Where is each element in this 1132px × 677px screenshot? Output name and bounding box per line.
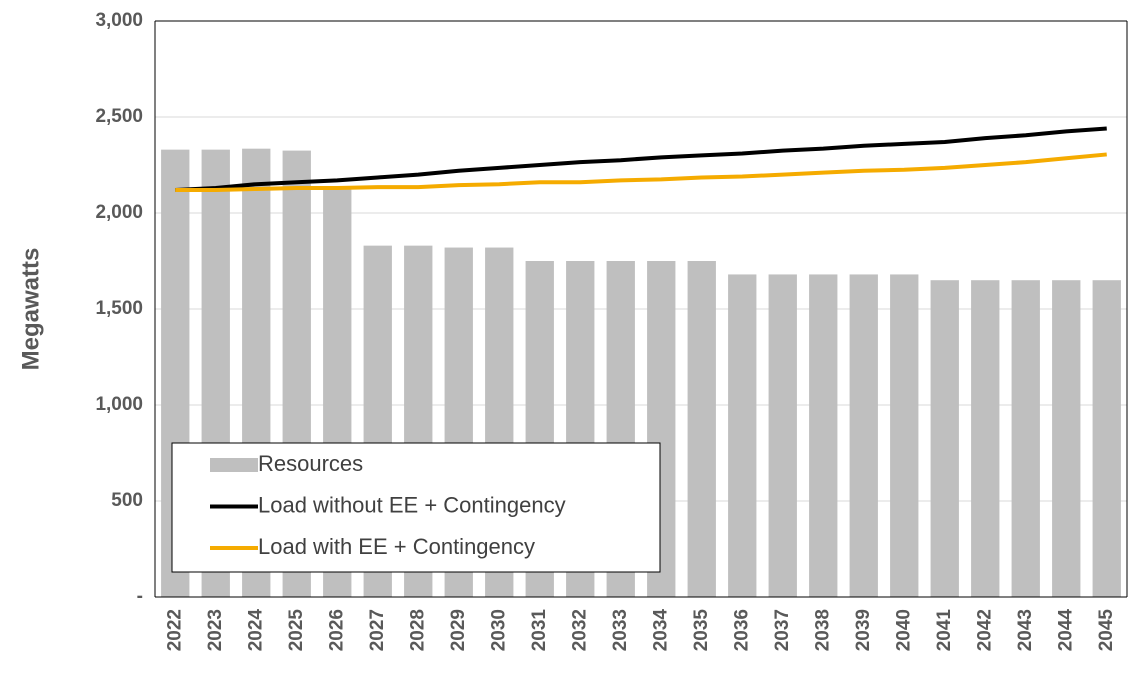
x-tick-label: 2022 [164,609,185,651]
x-tick-label: 2040 [893,609,914,651]
y-tick-label: 3,000 [95,10,143,31]
x-tick-label: 2037 [772,609,793,651]
x-tick-label: 2033 [610,609,631,651]
bar [809,274,838,597]
legend-swatch [210,458,258,472]
x-tick-label: 2041 [934,609,955,652]
line [175,152,1107,192]
legend-label: Load with EE + Contingency [258,534,535,559]
legend-label: Resources [258,451,363,476]
bar [728,274,757,597]
x-tick-label: 2045 [1096,609,1117,652]
bar [849,274,878,597]
x-tick-label: 2035 [691,609,712,652]
x-tick-label: 2036 [731,609,752,651]
x-tick-label: 2032 [569,609,590,651]
bar [768,274,797,597]
y-tick-label: 500 [111,490,143,511]
y-tick-label: 2,500 [95,106,143,127]
x-tick-label: 2034 [650,609,671,652]
x-tick-label: 2023 [205,609,226,651]
x-tick-label: 2025 [286,609,307,652]
bar [930,280,959,597]
x-tick-label: 2042 [974,609,995,651]
x-tick-label: 2024 [245,609,266,652]
x-tick-label: 2030 [488,609,509,651]
bar [1011,280,1040,597]
y-axis-label: Megawatts [17,248,44,371]
bar [1092,280,1121,597]
x-tick-label: 2031 [529,609,550,652]
y-tick-label: 1,500 [95,298,143,319]
legend-label: Load without EE + Contingency [258,492,566,517]
x-tick-label: 2044 [1055,609,1076,652]
x-tick-label: 2029 [448,609,469,651]
bar [971,280,1000,597]
x-tick-label: 2027 [367,609,388,651]
y-tick-label: - [137,586,143,607]
x-tick-label: 2028 [407,609,428,651]
y-tick-label: 2,000 [95,202,143,223]
y-tick-label: 1,000 [95,394,143,415]
x-tick-label: 2043 [1015,609,1036,651]
bar [1052,280,1081,597]
x-tick-label: 2039 [853,609,874,651]
line [175,126,1107,192]
x-tick-label: 2026 [326,609,347,651]
bar [687,261,716,597]
x-tick-label: 2038 [812,609,833,651]
bar [890,274,919,597]
